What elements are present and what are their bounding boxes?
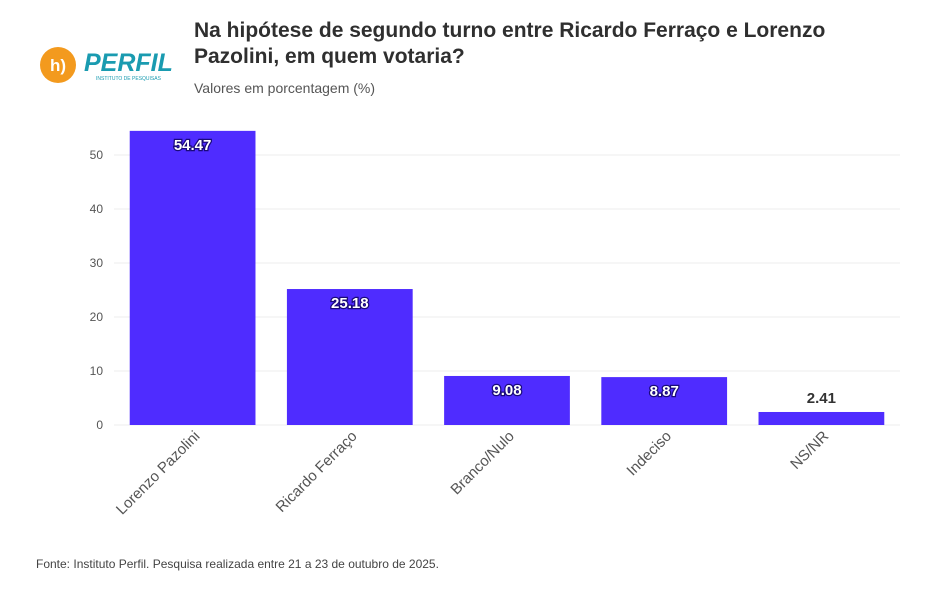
data-label: 54.47 bbox=[174, 137, 212, 154]
x-tick-label: Indeciso bbox=[623, 428, 675, 480]
bar[interactable] bbox=[444, 375, 570, 425]
x-tick-label: Ricardo Ferraço bbox=[273, 428, 361, 516]
bar[interactable] bbox=[286, 289, 413, 425]
bar-chart: 54.47 25.18 9.08 8.87 2.41 0 10 20 30 40 50 Loren… bbox=[90, 130, 900, 518]
logo-icon bbox=[40, 47, 76, 83]
data-label: 25.18 bbox=[331, 295, 369, 312]
source-note: Fonte: Instituto Perfil. Pesquisa realiz… bbox=[36, 557, 439, 571]
bar[interactable] bbox=[601, 377, 728, 425]
y-tick-label: 20 bbox=[90, 310, 104, 324]
y-tick-label: 50 bbox=[90, 148, 104, 162]
data-label: 2.41 bbox=[807, 390, 836, 407]
y-tick-label: 0 bbox=[96, 418, 103, 432]
bar[interactable] bbox=[129, 130, 256, 425]
logo-icon-text: h) bbox=[50, 56, 66, 75]
x-tick-label: NS/NR bbox=[787, 428, 832, 473]
y-tick-label: 40 bbox=[90, 202, 104, 216]
y-tick-label: 10 bbox=[90, 364, 104, 378]
bar[interactable] bbox=[758, 411, 885, 425]
data-label: 9.08 bbox=[492, 382, 521, 399]
data-label: 8.87 bbox=[650, 383, 679, 400]
x-tick-label: Branco/Nulo bbox=[447, 428, 517, 498]
logo-tagline: INSTITUTO DE PESQUISAS bbox=[96, 76, 162, 82]
x-tick-label: Lorenzo Pazolini bbox=[113, 428, 203, 518]
chart-title: Na hipótese de segundo turno entre Ricar… bbox=[194, 19, 826, 68]
chart-subtitle: Valores em porcentagem (%) bbox=[194, 80, 376, 96]
y-tick-label: 30 bbox=[90, 256, 104, 270]
logo-brand: PERFIL bbox=[84, 49, 173, 77]
logo: h) PERFIL INSTITUTO DE PESQUISAS bbox=[36, 40, 186, 90]
